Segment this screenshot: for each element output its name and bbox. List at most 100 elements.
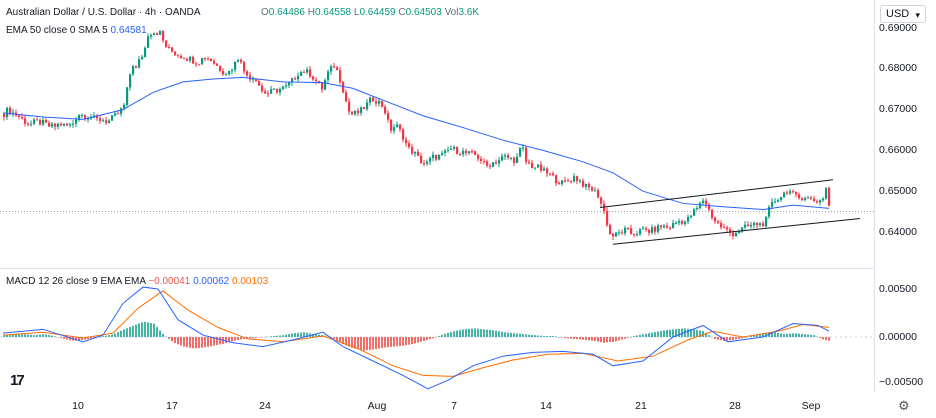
macd-hist-bar-negative <box>168 337 170 339</box>
macd-hist-bar-negative <box>360 337 362 350</box>
macd-legend[interactable]: MACD 12 26 close 9 EMA EMA −0.00041 0.00… <box>6 275 268 288</box>
candle-down <box>717 221 720 224</box>
macd-hist-bar-positive <box>777 332 779 337</box>
time-tick: Aug <box>367 400 387 412</box>
candle-up <box>684 221 687 224</box>
candle-down <box>135 66 138 68</box>
tradingview-logo[interactable]: 17 <box>10 372 25 389</box>
candle-down <box>411 146 414 154</box>
candle-up <box>270 89 273 94</box>
candle-down <box>402 129 405 140</box>
macd-hist-bar-positive <box>645 333 647 337</box>
candle-down <box>471 151 474 153</box>
candle-down <box>3 113 6 117</box>
macd-hist-bar-negative <box>435 337 437 338</box>
candle-up <box>126 87 129 105</box>
macd-hist-bar-positive <box>693 329 695 337</box>
ema-legend[interactable]: EMA 50 close 0 SMA 5 0.64581 <box>6 24 147 37</box>
macd-hist-bar-negative <box>228 337 230 343</box>
candle-down <box>465 150 468 153</box>
ema-label[interactable]: EMA 50 close 0 SMA 5 <box>6 25 108 36</box>
macd-hist-bar-negative <box>354 337 356 349</box>
candle-up <box>537 164 540 168</box>
macd-hist-bar-positive <box>27 334 29 337</box>
macd-hist-bar-positive <box>504 332 506 337</box>
candle-up <box>447 149 450 151</box>
candle-down <box>351 111 354 115</box>
candle-up <box>825 187 828 199</box>
macd-hist-bar-positive <box>39 334 41 337</box>
candle-up <box>228 70 231 75</box>
macd-hist-bar-positive <box>507 332 509 337</box>
candle-up <box>159 30 162 35</box>
macd-hist-bar-negative <box>240 337 242 340</box>
macd-hist-bar-positive <box>780 333 782 337</box>
candle-up <box>432 154 435 159</box>
macd-hist-bar-positive <box>468 328 470 337</box>
candle-up <box>360 107 363 113</box>
candle-down <box>39 119 42 125</box>
macd-hist-bar-negative <box>561 337 563 338</box>
macd-hist-bar-negative <box>570 337 572 339</box>
macd-hist-bar-negative <box>588 337 590 341</box>
candle-up <box>498 160 501 164</box>
macd-hist-bar-negative <box>78 337 80 341</box>
macd-hist-bar-negative <box>363 337 365 351</box>
channel-upper-line[interactable] <box>599 179 834 209</box>
symbol-legend[interactable]: Australian Dollar / U.S. Dollar · 4h · O… <box>6 6 201 19</box>
candle-down <box>246 71 249 76</box>
candle-down <box>315 79 318 82</box>
candle-up <box>789 191 792 194</box>
macd-hist-bar-negative <box>822 337 824 340</box>
candle-up <box>441 152 444 155</box>
candle-up <box>297 75 300 80</box>
macd-hist-bar-negative <box>420 337 422 342</box>
macd-hist-bar-positive <box>789 333 791 337</box>
macd-hist-bar-negative <box>225 337 227 344</box>
symbol-title[interactable]: Australian Dollar / U.S. Dollar · 4h · O… <box>6 7 201 18</box>
macd-hist-bar-positive <box>288 334 290 337</box>
candle-down <box>582 180 585 187</box>
macd-hist-bar-negative <box>378 337 380 349</box>
macd-hist-bar-negative <box>177 337 179 345</box>
candle-up <box>522 147 525 149</box>
macd-label[interactable]: MACD 12 26 close 9 EMA EMA <box>6 276 146 287</box>
candle-down <box>681 221 684 224</box>
candle-up <box>366 102 369 110</box>
candle-down <box>588 184 591 188</box>
candle-down <box>813 198 816 202</box>
macd-hist-bar-positive <box>447 332 449 337</box>
candle-up <box>693 209 696 216</box>
macd-hist-bar-positive <box>21 334 23 337</box>
close-value: 0.64503 <box>405 7 442 18</box>
channel-lower-line[interactable] <box>612 218 861 245</box>
volume-value: 3.6K <box>458 7 480 18</box>
candle-down <box>600 197 603 204</box>
macd-hist-bar-positive <box>111 334 113 337</box>
currency-select[interactable]: USD ▾ <box>880 5 926 23</box>
price-tick: 0.65000 <box>879 185 917 197</box>
macd-hist-bar-positive <box>51 335 53 337</box>
candle-up <box>687 216 690 222</box>
macd-hist-bar-positive <box>18 334 20 337</box>
candle-down <box>204 57 207 59</box>
time-tick: 21 <box>635 400 647 412</box>
time-tick: 7 <box>451 400 457 412</box>
pane-separator[interactable] <box>0 268 874 269</box>
gear-icon[interactable]: ⚙ <box>898 398 910 413</box>
candle-down <box>609 224 612 234</box>
macd-hist-bar-negative <box>825 337 827 341</box>
macd-hist-bar-positive <box>294 333 296 337</box>
candle-down <box>45 119 48 123</box>
macd-hist-bar-positive <box>753 335 755 337</box>
candle-down <box>357 110 360 113</box>
time-tick: Sep <box>801 400 821 412</box>
price-tick: 0.69000 <box>879 22 917 34</box>
macd-hist-bar-negative <box>75 337 77 341</box>
macd-hist-bar-negative <box>66 337 68 340</box>
candle-up <box>102 120 105 122</box>
candle-down <box>495 162 498 164</box>
macd-hist-bar-negative <box>210 337 212 347</box>
time-tick: 10 <box>72 400 84 412</box>
